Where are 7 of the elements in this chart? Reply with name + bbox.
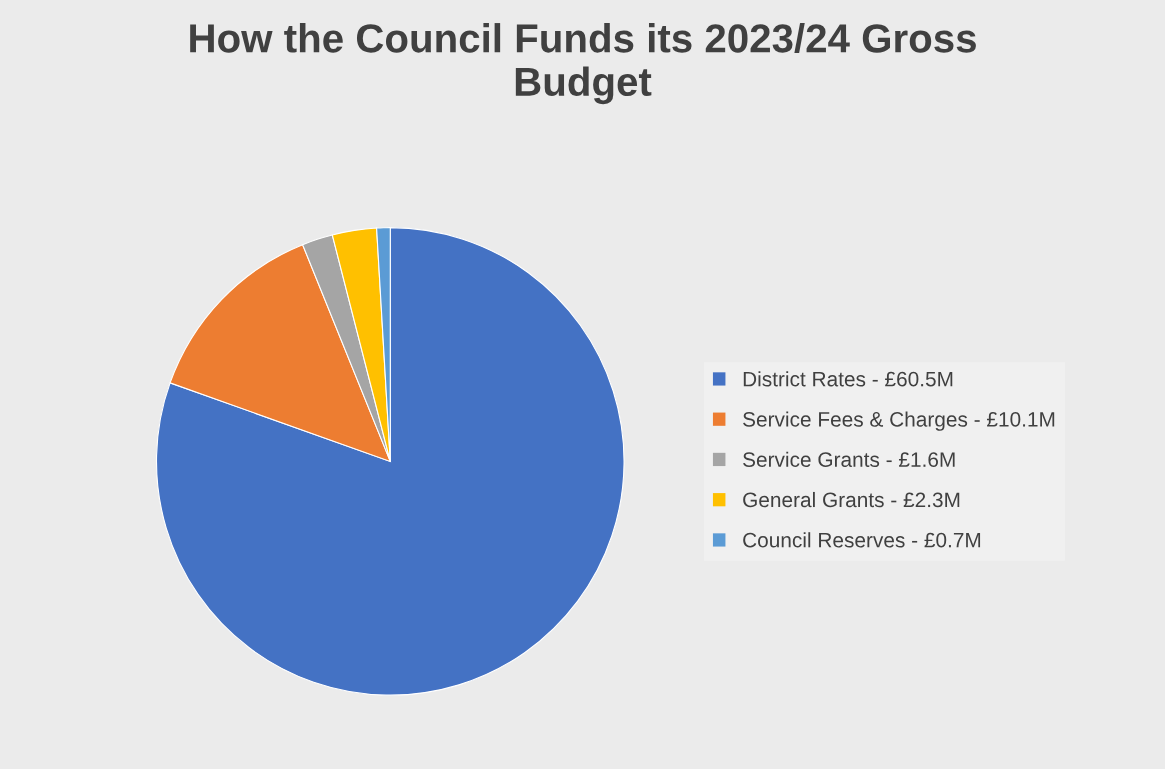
legend-label: Service Grants - £1.6M [743, 451, 955, 467]
chart-title: How the Council Funds its 2023/24 Gross Budget [190, 23, 976, 105]
legend-label: Service Fees & Charges - £10.1M [743, 411, 1055, 431]
legend-label: District Rates - £60.5M [743, 371, 953, 387]
legend-label: Council Reserves - £0.7M [743, 532, 981, 548]
legend-label: General Grants - £2.3M [743, 491, 960, 508]
pie-slice [155, 227, 625, 696]
